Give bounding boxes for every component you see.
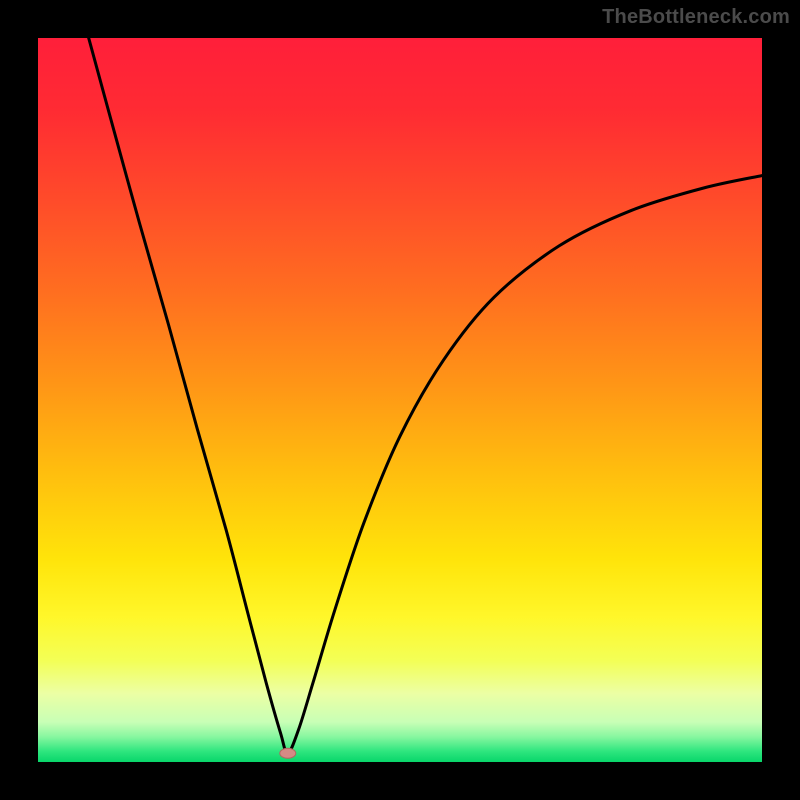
bottleneck-plot <box>0 0 800 800</box>
plot-area <box>38 38 762 762</box>
bottleneck-marker <box>280 748 296 758</box>
watermark-text: TheBottleneck.com <box>602 6 790 29</box>
